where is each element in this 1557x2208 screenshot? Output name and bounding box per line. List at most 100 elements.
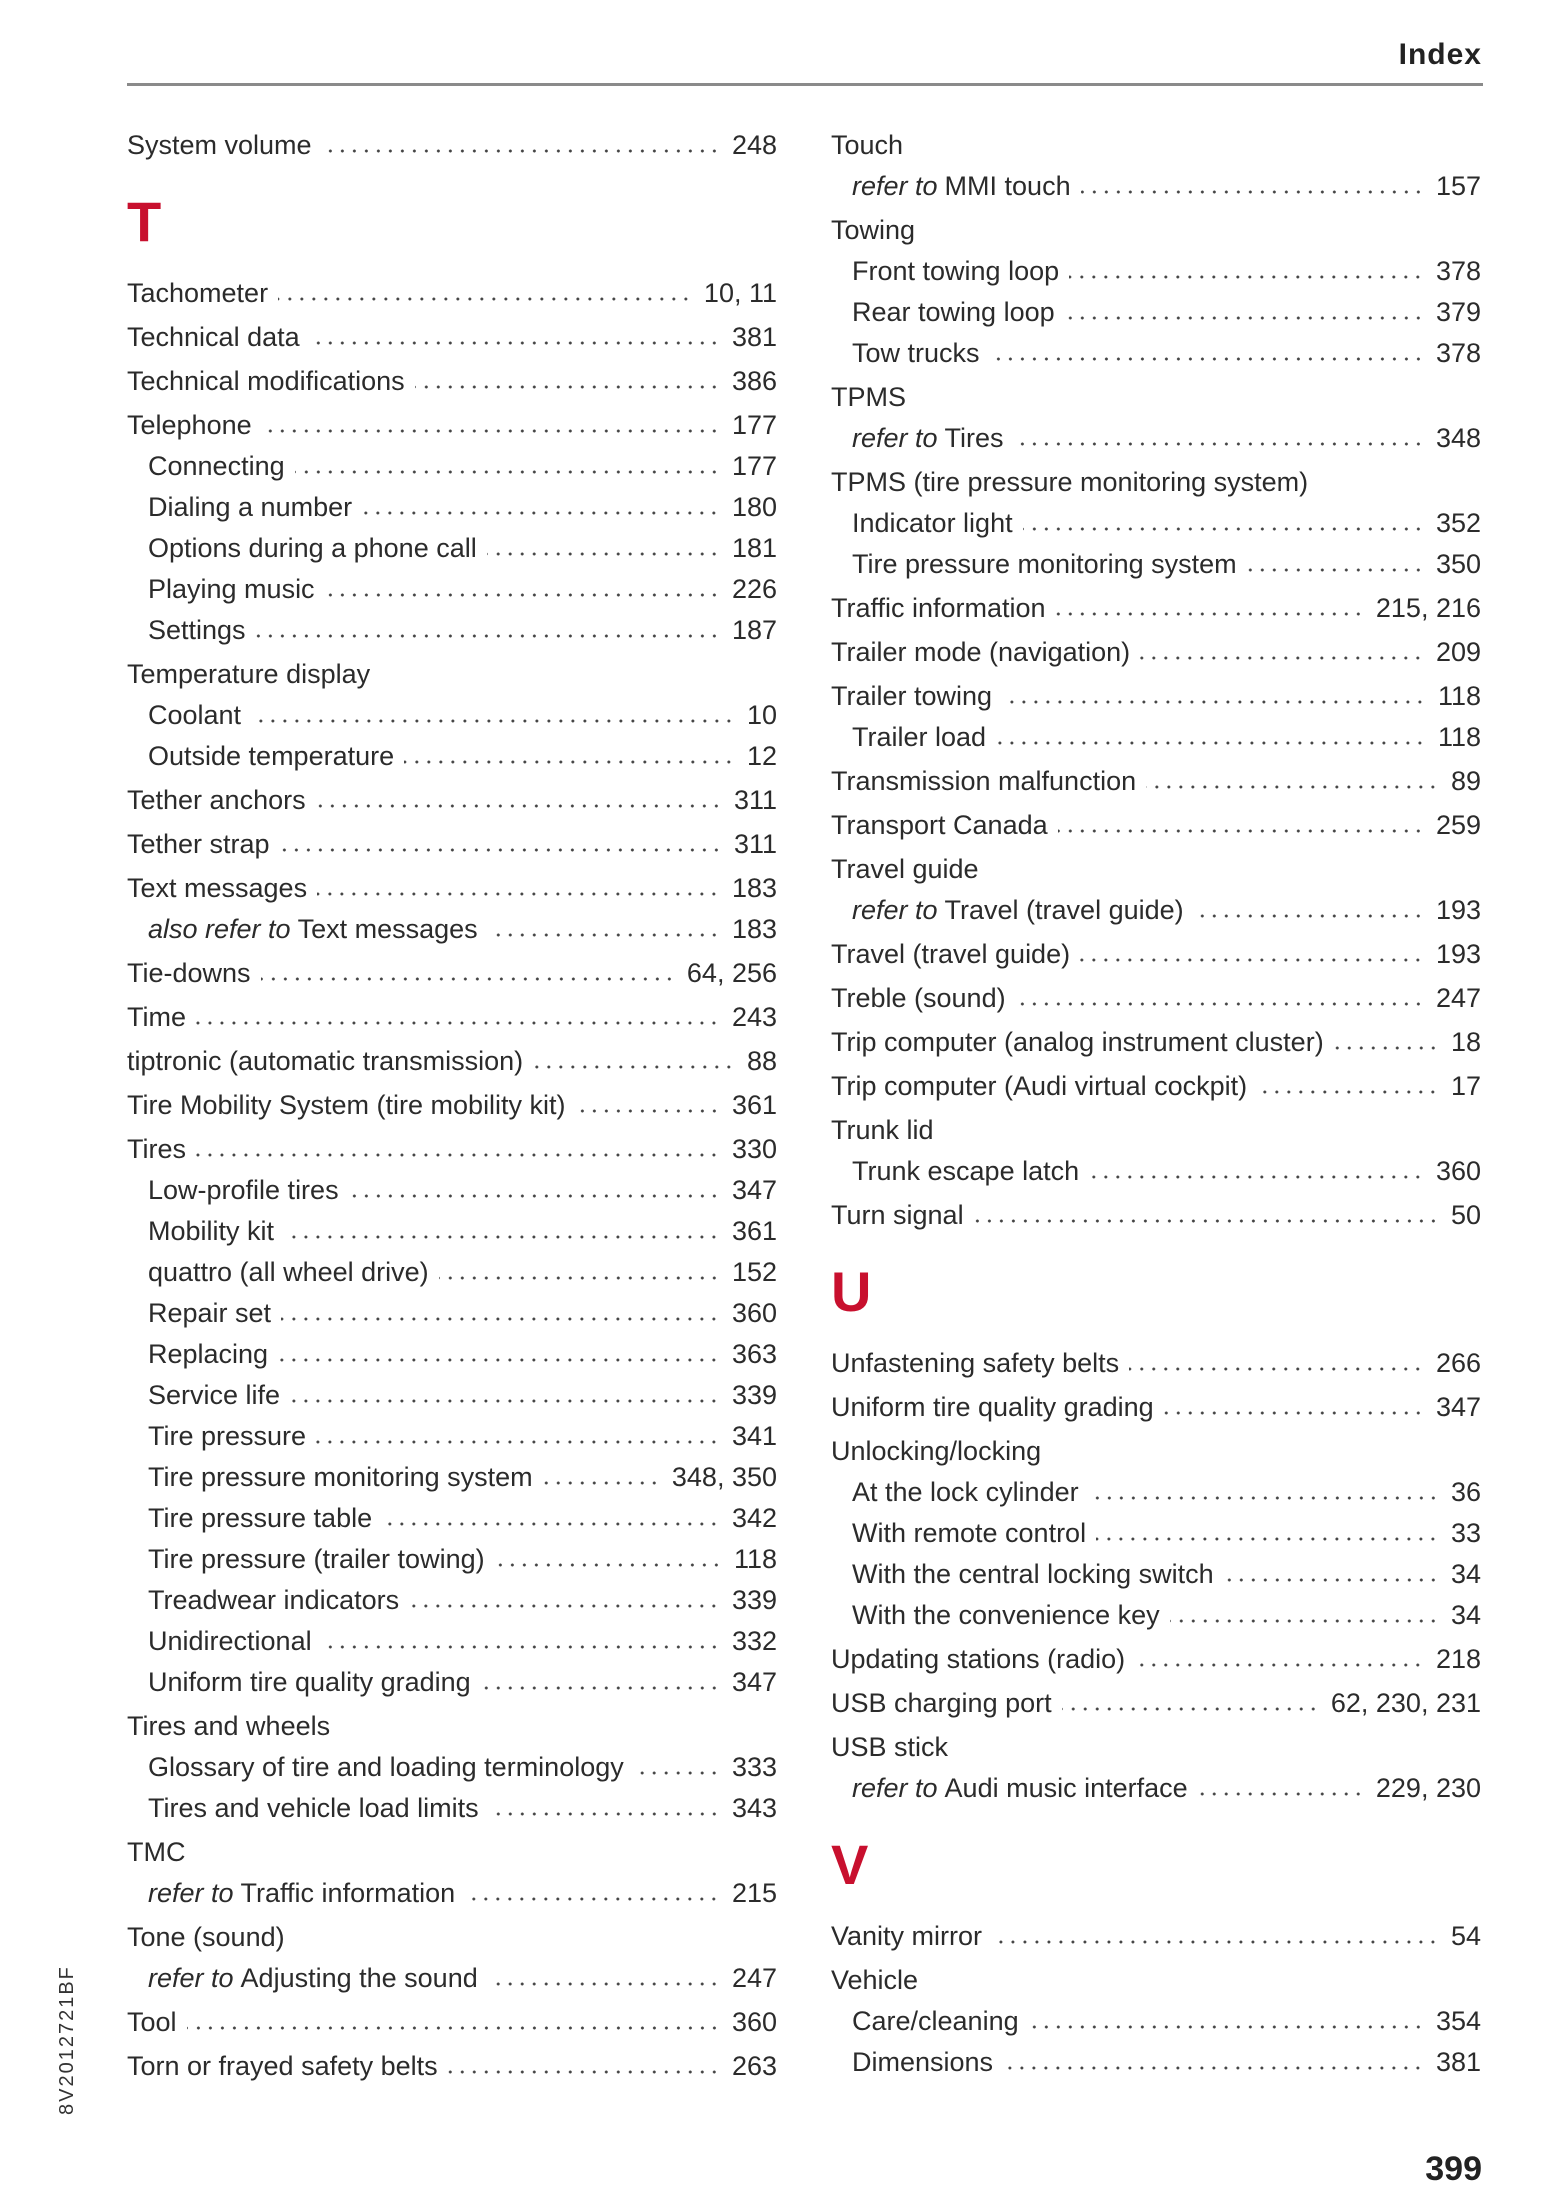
page-reference: 386 xyxy=(731,366,777,396)
index-subentry: Uniform tire quality grading 347 xyxy=(127,1662,777,1703)
index-entry: Text messages 183 xyxy=(127,865,777,909)
entry-term: Unfastening safety belts xyxy=(831,1348,1120,1378)
index-subentry: also refer to Text messages 183 xyxy=(127,909,777,950)
entry-term: Technical modifications xyxy=(127,366,405,396)
page-reference: 64, 256 xyxy=(686,958,777,988)
page-reference: 347 xyxy=(731,1667,777,1697)
page-reference: 378 xyxy=(1435,256,1481,286)
page-reference: 342 xyxy=(731,1503,777,1533)
page-reference: 177 xyxy=(731,451,777,481)
page-reference: 118 xyxy=(1437,681,1481,711)
entry-term: Care/cleaning xyxy=(852,2006,1019,2036)
entry-term: At the lock cylinder xyxy=(852,1477,1079,1507)
page-reference: 352 xyxy=(1435,508,1481,538)
entry-term: Tachometer xyxy=(127,278,269,308)
page-reference: 259 xyxy=(1435,810,1481,840)
index-entry: USB charging port 62, 230, 231 xyxy=(831,1680,1481,1724)
page-reference: 187 xyxy=(731,615,777,645)
entry-term: With the convenience key xyxy=(852,1600,1160,1630)
index-entry: Temperature display xyxy=(127,651,777,695)
dot-leader xyxy=(321,148,720,154)
entry-term: Tires and vehicle load limits xyxy=(148,1793,479,1823)
dot-leader xyxy=(1197,1791,1364,1797)
index-subentry: Playing music 226 xyxy=(127,569,777,610)
index-subentry: Coolant 10 xyxy=(127,695,777,736)
index-subentry: Options during a phone call 181 xyxy=(127,528,777,569)
dot-leader xyxy=(1135,1662,1424,1668)
cross-reference-prefix: refer to xyxy=(148,1963,234,1993)
entry-term: Technical data xyxy=(127,322,300,352)
page-reference: 333 xyxy=(731,1752,777,1782)
entry-term: Unlocking/locking xyxy=(831,1436,1042,1466)
page-reference: 361 xyxy=(731,1090,777,1120)
index-subentry: Dimensions 381 xyxy=(831,2042,1481,2083)
entry-term: Uniform tire quality grading xyxy=(148,1667,471,1697)
entry-term: Dialing a number xyxy=(148,492,353,522)
entry-term: MMI touch xyxy=(944,171,1071,201)
entry-term: Trailer mode (navigation) xyxy=(831,637,1131,667)
index-column-right: Touch refer to MMI touch 157 Towing Front tow… xyxy=(831,122,1481,2083)
page-reference: 347 xyxy=(1435,1392,1481,1422)
entry-term: Time xyxy=(127,1002,186,1032)
index-subentry: Tires and vehicle load limits 343 xyxy=(127,1788,777,1829)
cross-reference-prefix: refer to xyxy=(852,423,938,453)
index-entry: Tone (sound) xyxy=(127,1914,777,1958)
page-reference: 33 xyxy=(1450,1518,1481,1548)
dot-leader xyxy=(290,1398,720,1404)
page-reference: 89 xyxy=(1450,766,1481,796)
entry-term: Turn signal xyxy=(831,1200,964,1230)
page-reference: 332 xyxy=(731,1626,777,1656)
page-reference: 381 xyxy=(1435,2047,1481,2077)
dot-leader xyxy=(1028,2024,1424,2030)
index-subentry: refer to Adjusting the sound 247 xyxy=(127,1958,777,1999)
page-reference: 183 xyxy=(731,914,777,944)
page-reference: 54 xyxy=(1450,1921,1481,1951)
index-subentry: Service life 339 xyxy=(127,1375,777,1416)
entry-term: Dimensions xyxy=(852,2047,994,2077)
page-reference: 347 xyxy=(731,1175,777,1205)
index-entry: USB stick xyxy=(831,1724,1481,1768)
entry-term: Playing music xyxy=(148,574,315,604)
dot-leader xyxy=(196,1020,720,1026)
dot-leader xyxy=(1064,315,1424,321)
index-subentry: Trailer load 118 xyxy=(831,717,1481,758)
page-reference: 361 xyxy=(731,1216,777,1246)
cross-reference-prefix: refer to xyxy=(852,895,938,925)
dot-leader xyxy=(1022,526,1424,532)
dot-leader xyxy=(321,1644,720,1650)
entry-term: With remote control xyxy=(852,1518,1087,1548)
page-reference: 266 xyxy=(1435,1348,1481,1378)
dot-leader xyxy=(251,718,735,724)
dot-leader xyxy=(414,384,720,390)
entry-term: Trip computer (analog instrument cluster… xyxy=(831,1027,1324,1057)
page-reference: 378 xyxy=(1435,338,1481,368)
index-entry: Transmission malfunction 89 xyxy=(831,758,1481,802)
page-reference: 360 xyxy=(1435,1156,1481,1186)
index-subentry: With the convenience key 34 xyxy=(831,1595,1481,1636)
index-entry: Tires 330 xyxy=(127,1126,777,1170)
dot-leader xyxy=(494,1562,722,1568)
header-rule xyxy=(127,83,1483,86)
index-subentry: refer to Traffic information 215 xyxy=(127,1873,777,1914)
entry-term: Traffic information xyxy=(831,593,1046,623)
page-reference: 118 xyxy=(733,1544,777,1574)
entry-term: Rear towing loop xyxy=(852,297,1055,327)
entry-term: Replacing xyxy=(148,1339,269,1369)
dot-leader xyxy=(382,1521,720,1527)
entry-term: Travel guide xyxy=(831,854,979,884)
page-reference: 226 xyxy=(731,574,777,604)
entry-term: Front towing loop xyxy=(852,256,1060,286)
entry-term: Glossary of tire and loading terminology xyxy=(148,1752,624,1782)
dot-leader xyxy=(281,1316,720,1322)
entry-term: Trailer load xyxy=(852,722,987,752)
page-reference: 12 xyxy=(746,741,777,771)
dot-leader xyxy=(447,2069,720,2075)
entry-term: Tire Mobility System (tire mobility kit) xyxy=(127,1090,566,1120)
entry-term: Towing xyxy=(831,215,916,245)
index-column-left: System volume 248 T Tachometer 10, 11 Technic… xyxy=(127,122,777,2087)
dot-leader xyxy=(278,1357,720,1363)
dot-leader xyxy=(1096,1536,1439,1542)
index-entry: Technical modifications 386 xyxy=(127,358,777,402)
index-entry: Trip computer (analog instrument cluster… xyxy=(831,1019,1481,1063)
index-subentry: refer to MMI touch 157 xyxy=(831,166,1481,207)
